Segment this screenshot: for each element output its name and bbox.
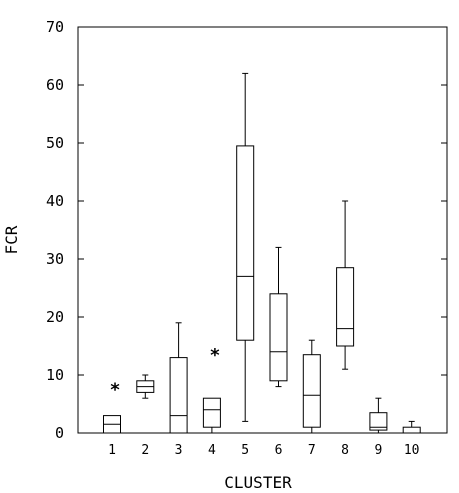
- box-iqr: [269, 293, 288, 382]
- outlier-marker: *: [110, 380, 121, 401]
- y-axis-ticks: 0 10 20 30 40 50 60 70: [46, 18, 447, 442]
- box-series: **: [103, 72, 421, 434]
- x-category-label: 2: [141, 443, 149, 458]
- y-tick-label: 60: [46, 76, 64, 94]
- box-cluster-5: [236, 72, 255, 422]
- x-category-label: 3: [175, 443, 183, 458]
- x-category-label: 7: [308, 443, 316, 458]
- box-iqr: [302, 354, 321, 428]
- x-category-label: 1: [108, 443, 116, 458]
- x-category-label: 10: [404, 443, 420, 458]
- box-iqr: [402, 426, 421, 434]
- box-cluster-6: [269, 246, 288, 388]
- box-cluster-4: *: [202, 345, 221, 434]
- y-tick-label: 20: [46, 308, 64, 326]
- box-cluster-8: [336, 200, 355, 370]
- y-tick-label: 30: [46, 250, 64, 268]
- y-tick-label: 0: [55, 424, 64, 442]
- box-iqr: [169, 357, 188, 434]
- y-axis-title: FCR: [2, 225, 21, 254]
- y-tick-label: 40: [46, 192, 64, 210]
- x-category-label: 5: [241, 443, 249, 458]
- x-category-label: 9: [374, 443, 382, 458]
- outlier-marker: *: [209, 345, 220, 366]
- x-category-label: 6: [275, 443, 283, 458]
- x-category-label: 8: [341, 443, 349, 458]
- box-cluster-3: [169, 322, 188, 434]
- box-iqr: [236, 145, 255, 341]
- box-iqr: [369, 412, 388, 431]
- box-cluster-9: [369, 397, 388, 434]
- x-axis-title: CLUSTER: [224, 473, 292, 492]
- x-axis-categories: 1 2 3 4 5 6 7 8 9 10: [108, 443, 419, 458]
- y-tick-label: 70: [46, 18, 64, 36]
- box-cluster-7: [302, 339, 321, 434]
- box-iqr: [202, 397, 221, 428]
- box-cluster-10: [402, 420, 421, 434]
- y-tick-label: 50: [46, 134, 64, 152]
- plot-frame: [77, 26, 448, 434]
- box-cluster-1: *: [103, 380, 121, 434]
- box-cluster-2: [136, 374, 155, 399]
- box-iqr: [336, 267, 355, 347]
- x-category-label: 4: [208, 443, 216, 458]
- y-tick-label: 10: [46, 366, 64, 384]
